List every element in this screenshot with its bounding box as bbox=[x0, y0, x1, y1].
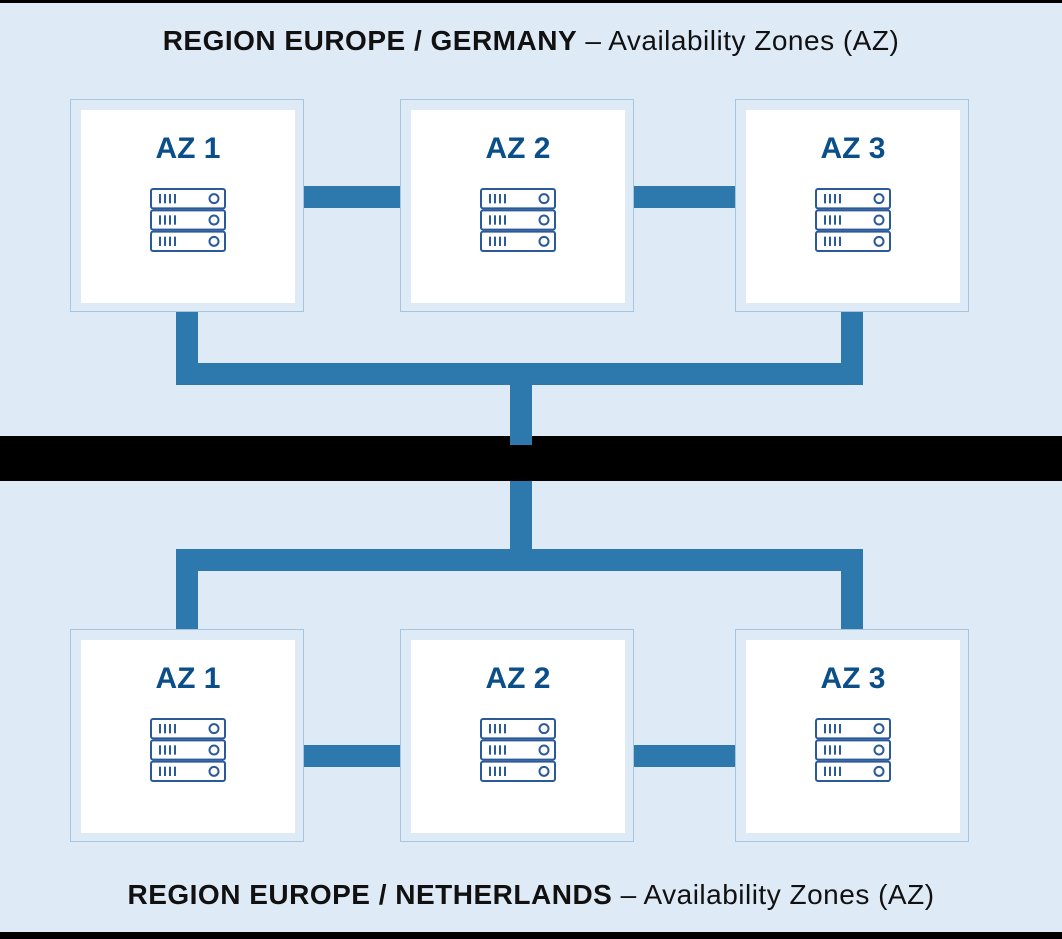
germany-connector-1 bbox=[634, 186, 735, 208]
germany-az-1-outer: AZ 1 bbox=[70, 99, 304, 312]
black-bar-bottom bbox=[0, 932, 1062, 939]
germany-az-3-label: AZ 3 bbox=[746, 132, 960, 166]
germany-az-1-label: AZ 1 bbox=[81, 132, 295, 166]
region-germany-title: REGION EUROPE / GERMANY – Availability Z… bbox=[0, 25, 1062, 57]
germany-az-3-outer: AZ 3 bbox=[735, 99, 969, 312]
germany-az-1-inner: AZ 1 bbox=[81, 110, 295, 303]
netherlands-connector-5 bbox=[634, 745, 735, 767]
netherlands-az-3-server-icon-wrap bbox=[815, 718, 891, 782]
germany-az-1-server-icon-wrap bbox=[150, 188, 226, 252]
netherlands-connector-4 bbox=[304, 745, 400, 767]
germany-connector-0 bbox=[304, 186, 400, 208]
netherlands-az-1-inner: AZ 1 bbox=[81, 640, 295, 833]
germany-az-3-inner: AZ 3 bbox=[746, 110, 960, 303]
server-icon bbox=[480, 718, 556, 782]
netherlands-connector-3 bbox=[841, 571, 863, 629]
netherlands-az-2-inner: AZ 2 bbox=[411, 640, 625, 833]
server-icon bbox=[815, 188, 891, 252]
netherlands-connector-1 bbox=[176, 549, 863, 571]
netherlands-az-2-label: AZ 2 bbox=[411, 662, 625, 696]
netherlands-az-2-server-icon-wrap bbox=[480, 718, 556, 782]
server-icon bbox=[480, 188, 556, 252]
region-netherlands-title: REGION EUROPE / NETHERLANDS – Availabili… bbox=[0, 879, 1062, 911]
germany-connector-4 bbox=[176, 363, 863, 385]
netherlands-az-3-outer: AZ 3 bbox=[735, 629, 969, 842]
netherlands-az-3-inner: AZ 3 bbox=[746, 640, 960, 833]
region-germany-title-bold: REGION EUROPE / GERMANY bbox=[163, 25, 577, 56]
server-icon bbox=[150, 188, 226, 252]
region-netherlands-title-bold: REGION EUROPE / NETHERLANDS bbox=[127, 879, 612, 910]
germany-connector-5 bbox=[510, 385, 532, 445]
netherlands-az-1-label: AZ 1 bbox=[81, 662, 295, 696]
germany-az-2-label: AZ 2 bbox=[411, 132, 625, 166]
region-netherlands: AZ 1 AZ 2 AZ 3 REGION EUROPE / NETHERLANDS… bbox=[0, 481, 1062, 932]
netherlands-connector-0 bbox=[510, 481, 532, 549]
germany-az-3-server-icon-wrap bbox=[815, 188, 891, 252]
germany-az-2-outer: AZ 2 bbox=[400, 99, 634, 312]
germany-az-2-server-icon-wrap bbox=[480, 188, 556, 252]
region-germany: REGION EUROPE / GERMANY – Availability Z… bbox=[0, 3, 1062, 436]
server-icon bbox=[150, 718, 226, 782]
netherlands-az-3-label: AZ 3 bbox=[746, 662, 960, 696]
germany-az-2-inner: AZ 2 bbox=[411, 110, 625, 303]
netherlands-az-1-outer: AZ 1 bbox=[70, 629, 304, 842]
netherlands-az-2-outer: AZ 2 bbox=[400, 629, 634, 842]
region-germany-title-thin: – Availability Zones (AZ) bbox=[577, 25, 899, 56]
region-netherlands-title-thin: – Availability Zones (AZ) bbox=[612, 879, 934, 910]
server-icon bbox=[815, 718, 891, 782]
netherlands-az-1-server-icon-wrap bbox=[150, 718, 226, 782]
netherlands-connector-2 bbox=[176, 571, 198, 629]
